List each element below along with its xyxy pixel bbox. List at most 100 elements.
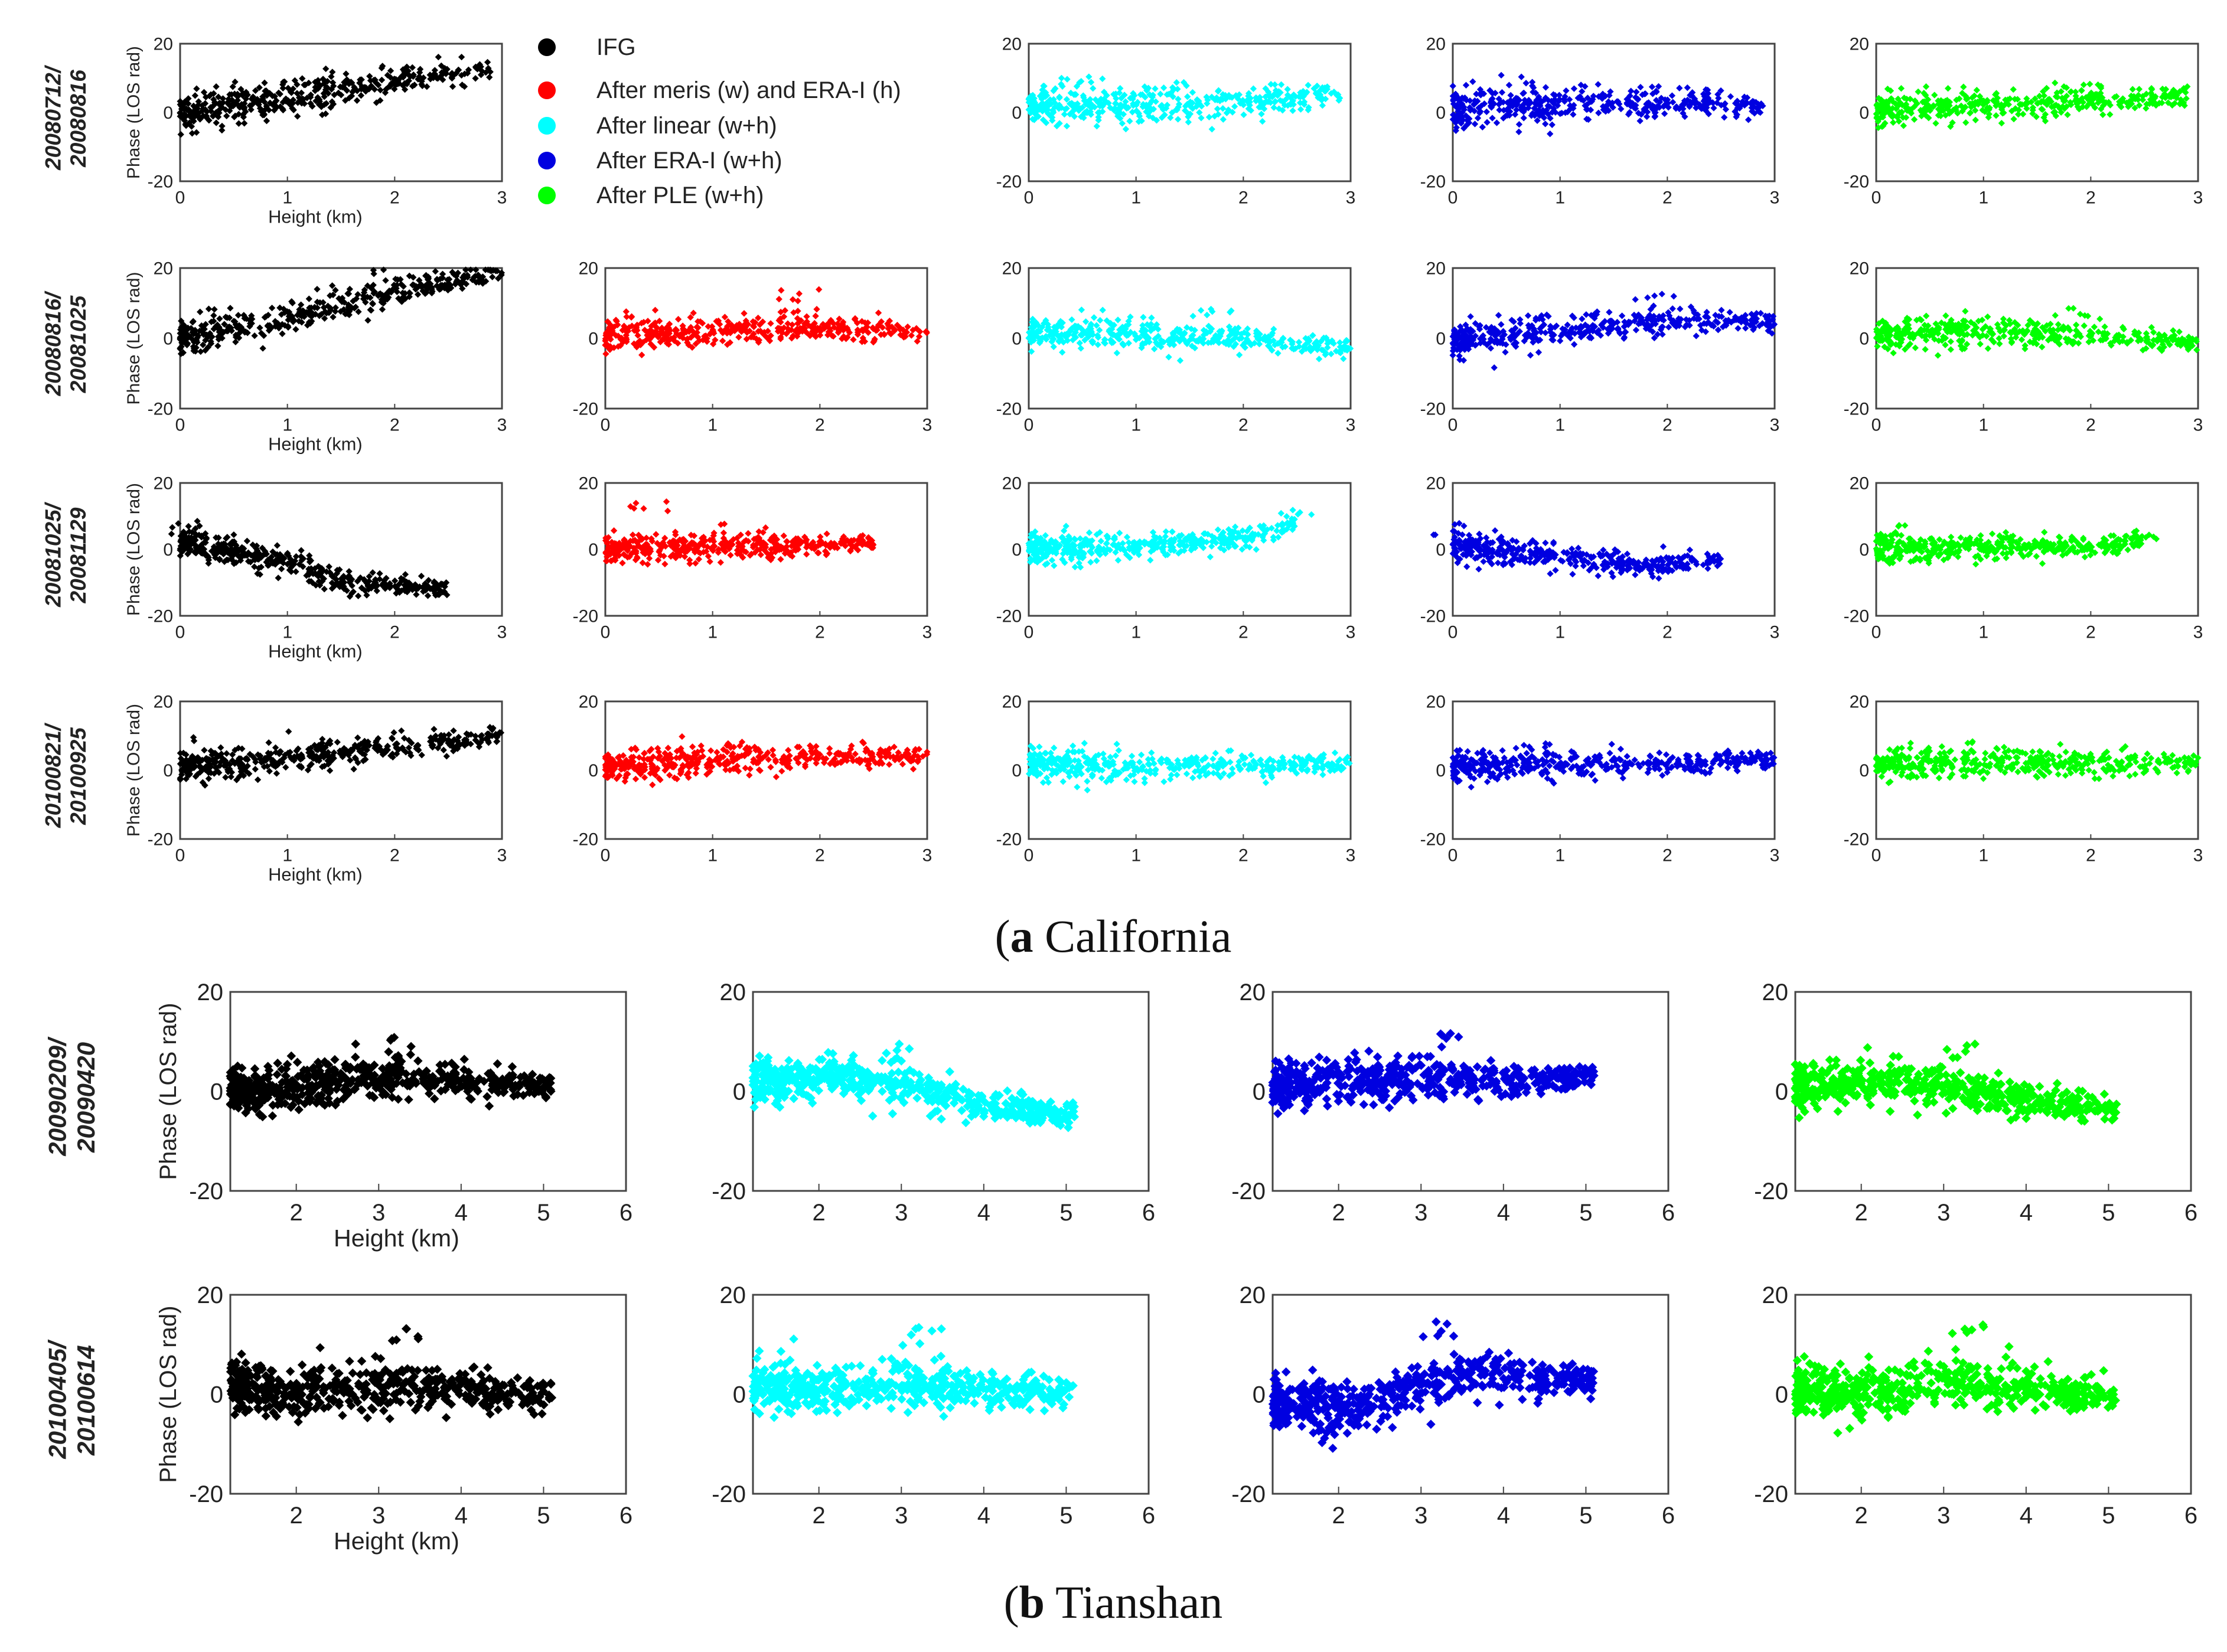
panel-a-r1-c3-point (1669, 305, 1676, 312)
panel-a-r1-c4-point (2176, 328, 2183, 335)
panel-a-r0-c2-point (1250, 85, 1257, 92)
panel-a-r1-c3-point (1583, 311, 1590, 318)
panel-a-r0-c4-ytick-label: 0 (1859, 103, 1869, 123)
panel-a-r1-c4-point (2096, 315, 2104, 322)
panel-a-r0-c2-point (1319, 102, 1326, 109)
panel-a-r0-c4-point (1931, 92, 1938, 99)
panel-a-r0-c3-point (1469, 78, 1476, 85)
panel-a-r1-c1-point (803, 313, 810, 320)
panel-a-r1-c2-point (1235, 351, 1243, 358)
panel-a-r0-c4-point (2064, 111, 2071, 119)
panel-a-r0-c0-point (484, 58, 491, 66)
panel-a-r0-c0-point (329, 68, 336, 76)
panel-a-r0-c4-point (1890, 119, 1897, 126)
panel-a-r0-c0-point (449, 83, 457, 90)
panel-a-r1-c1-point (767, 320, 774, 327)
panel-a-r2-c0-ytick-label: -20 (148, 607, 173, 626)
panel-a-r0-c4-point (1915, 88, 1922, 96)
panel-a-r1-c3-ytick-label: 20 (1426, 259, 1446, 279)
panel-a-r0-c4-xtick-label: 2 (2086, 188, 2096, 208)
panel-a-r1-c4-point (1890, 350, 1897, 357)
legend-marker-linear (538, 117, 556, 135)
panel-a-r2-c1-point (757, 551, 764, 559)
panel-a-r1-c3-ytick-label: 0 (1436, 329, 1446, 349)
panel-a-r0-c3-point (1684, 84, 1691, 92)
panel-a-r0-c3-point (1648, 83, 1656, 90)
panel-a-r1-c4-point (1934, 352, 1942, 359)
panel-a-r2-c1-point (755, 528, 762, 536)
panel-a-r1-c3-xtick-label: 1 (1555, 416, 1565, 435)
panel-a-r1-c3-point (1467, 313, 1474, 320)
panel-a-r0-c0-xlabel: Height (km) (268, 207, 363, 227)
panel-a-r1-c0-point (256, 324, 263, 331)
panel-a-r2-c2-xtick-label: 2 (1238, 623, 1248, 642)
panel-a-r1-c4-point (2052, 312, 2059, 319)
legend: IFG After meris (w) and ERA-I (h) After … (538, 34, 901, 208)
panel-a-r0-c2-point (1122, 125, 1130, 133)
panel-a-r2-c0-point (169, 524, 176, 531)
panel-a-r1-c0-point (305, 295, 312, 302)
panel-a-r2-c1-point (661, 560, 669, 568)
panel-a-r0-c2-point (1126, 117, 1133, 125)
panel-a-r0-c3-ytick-label: -20 (1420, 172, 1446, 192)
panel-a-r2-c1-point (644, 561, 651, 568)
panel-a-r0-c2-subplot: 200-200 1 2 3 (996, 35, 1356, 208)
panel-a-r0-c3-xtick-label: 3 (1770, 188, 1780, 208)
panel-a-r1-c2-point (1256, 341, 1263, 348)
panel-a-r0-c3-point (1483, 119, 1491, 126)
panel-a-r1-c1-xtick-label: 1 (707, 416, 718, 435)
panel-a-r2-c2-xtick-label: 3 (1346, 623, 1356, 642)
panel-a-r0-c2-point (1167, 114, 1174, 122)
panel-a-r1-c1-point (816, 286, 823, 293)
panel-a-r0-c4-point (1900, 122, 1907, 129)
panel-a-r0-c4-point (2052, 79, 2059, 87)
panel-a-r2-c1-point (803, 551, 810, 558)
panel-a-r1-c3-point (1670, 293, 1677, 300)
panel-a-r0-c3-point (1518, 73, 1525, 80)
legend-marker-meris (538, 81, 556, 99)
panel-a-r0-c0-point (337, 92, 345, 99)
panel-a-r1-c3-ytick-label: -20 (1420, 400, 1446, 419)
panel-a-row-2-pair-label-line1: 20081025/ (41, 501, 65, 608)
panel-a-r2-c1-ytick-label: 0 (588, 540, 598, 560)
panel-a-r0-c3-point (1471, 120, 1479, 128)
panel-a-row-1-pair-label: 20080816/20081025 (41, 290, 90, 397)
panel-a-r0-c3-point (1633, 89, 1640, 96)
panel-a-r2-c2-point (1051, 562, 1058, 569)
panel-a-r0-c0-point (261, 79, 268, 86)
panel-a-r1-c1-point (789, 296, 797, 303)
panel-a-r0-c3-xtick-label: 0 (1448, 188, 1458, 208)
panel-a-r1-c2-ytick-label: -20 (996, 400, 1022, 419)
panel-a-r0-c3-point (1570, 111, 1577, 118)
panel-a-r0-c0-point (191, 92, 199, 99)
panel-a-r0-c3-point (1676, 84, 1683, 92)
panel-a-r0-c0-point (435, 53, 442, 61)
panel-a-r1-c4-point (2193, 347, 2200, 354)
panel-a-r1-c3-point (1693, 332, 1700, 339)
panel-a-r1-c3-xtick-label: 3 (1770, 416, 1780, 435)
panel-a-r1-c0-point (367, 306, 374, 314)
panel-a-r0-c3-xtick-label: 1 (1555, 188, 1565, 208)
panel-a-r0-c2-point (1220, 116, 1227, 123)
panel-a-r0-c3-point (1515, 128, 1522, 136)
panel-a-r0-c2-point (1284, 86, 1291, 93)
panel-a-r2-c0-xtick-label: 2 (390, 623, 400, 642)
panel-a-r0-c0-point (322, 65, 330, 73)
panel-a-r0-c2-point (1240, 111, 1247, 119)
panel-a-r0-c2-point (1056, 93, 1063, 100)
panel-a-r1-c4-point (2008, 339, 2015, 347)
panel-a-r0-c4-point (1910, 116, 1918, 123)
panel-a-r2-c1-point (727, 551, 734, 559)
panel-a-r1-c2-point (1197, 307, 1205, 314)
panel-a-r0-c0-point (235, 120, 242, 127)
panel-a-r2-c0-ylabel: Phase (LOS rad) (124, 483, 144, 616)
panel-a-r0-c0-point (366, 73, 373, 80)
panel-a-r1-c2-point (1165, 354, 1172, 361)
panel-a-row-0-pair-label: 20080712/20080816 (41, 64, 90, 171)
panel-a-r1-c2-point (1295, 338, 1303, 346)
panel-a-r2-c1-point (706, 558, 713, 565)
panel-a-r0-c3-ytick-label: 20 (1426, 35, 1446, 54)
